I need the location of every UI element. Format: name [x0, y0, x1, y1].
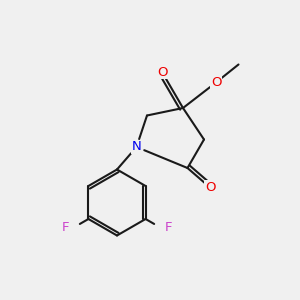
Text: N: N: [132, 140, 141, 154]
Text: F: F: [61, 221, 69, 234]
Text: O: O: [211, 76, 221, 89]
Text: F: F: [165, 221, 172, 234]
Text: O: O: [157, 65, 167, 79]
Text: O: O: [205, 181, 215, 194]
